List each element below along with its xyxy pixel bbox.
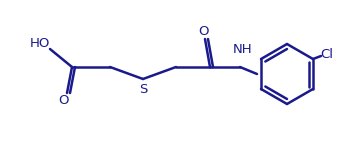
Text: NH: NH xyxy=(233,42,253,56)
Text: O: O xyxy=(58,95,68,107)
Text: S: S xyxy=(139,82,147,96)
Text: O: O xyxy=(198,25,208,37)
Text: Cl: Cl xyxy=(321,47,334,61)
Text: HO: HO xyxy=(30,36,50,50)
